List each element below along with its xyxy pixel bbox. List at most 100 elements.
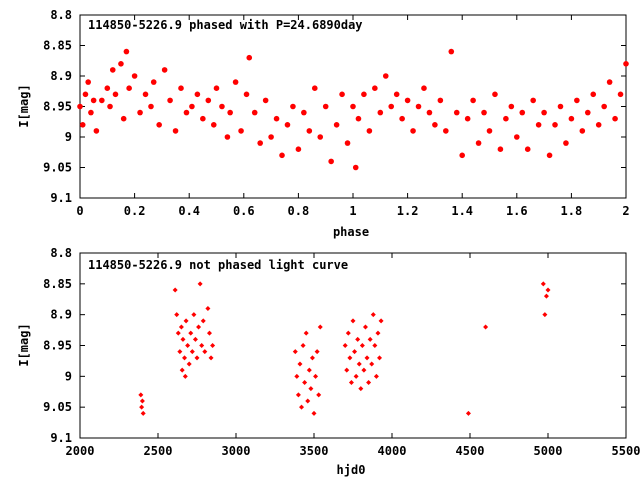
chart-title: 114850-5226.9 phased with P=24.6890day: [88, 18, 363, 32]
y-tick-label: 8.85: [43, 39, 72, 53]
x-tick-label: 0.6: [233, 204, 255, 218]
data-point: [178, 85, 184, 91]
data-point: [90, 97, 97, 104]
data-point: [367, 336, 373, 342]
data-point: [348, 380, 354, 385]
data-point: [303, 330, 309, 336]
data-point: [369, 361, 375, 367]
data-point: [328, 158, 334, 165]
data-point: [314, 349, 320, 355]
data-point: [359, 343, 365, 348]
data-point: [557, 103, 564, 110]
data-point: [194, 355, 200, 361]
x-tick-label: 1: [349, 204, 356, 218]
data-point: [118, 61, 124, 67]
data-point: [131, 73, 138, 79]
data-point: [342, 343, 348, 348]
data-point: [302, 380, 308, 385]
y-tick-label: 9.1: [50, 191, 72, 205]
data-point: [175, 330, 181, 336]
data-point: [205, 97, 212, 104]
data-point: [545, 287, 551, 293]
tick-group: 2000 2500 3000 3500 4000 4500 5000 5500 8.8 8.85 8…: [43, 246, 640, 458]
data-point: [246, 54, 253, 61]
data-point: [353, 373, 359, 379]
data-point: [530, 97, 536, 104]
data-point: [208, 355, 214, 361]
data-point: [483, 324, 489, 330]
data-point: [243, 91, 250, 98]
x-tick-label: 3000: [222, 444, 251, 458]
y-axis-label: I[mag]: [17, 323, 31, 366]
data-point: [364, 355, 370, 361]
x-tick-label: 0.4: [178, 204, 200, 218]
x-axis-label: phase: [333, 225, 369, 239]
data-point: [202, 349, 208, 355]
data-point: [299, 404, 305, 410]
data-point: [372, 343, 378, 348]
data-point: [366, 380, 372, 385]
data-point: [568, 115, 575, 122]
data-point: [410, 128, 416, 134]
data-point: [355, 336, 361, 342]
data-point: [590, 91, 597, 98]
data-point: [358, 386, 364, 392]
data-point: [178, 324, 184, 330]
data-point: [475, 140, 482, 146]
x-tick-label: 2500: [144, 444, 173, 458]
data-point: [415, 103, 422, 110]
x-tick-label: 4500: [456, 444, 485, 458]
data-point: [355, 115, 362, 122]
data-point: [470, 97, 476, 104]
data-point: [294, 373, 300, 379]
data-point: [79, 122, 86, 128]
data-point: [481, 109, 487, 116]
data-point: [361, 91, 367, 98]
data-point: [503, 115, 509, 122]
data-point: [290, 103, 296, 110]
data-point: [104, 85, 111, 91]
data-point: [601, 103, 607, 110]
y-tick-label: 9: [65, 369, 72, 383]
data-point: [206, 330, 212, 336]
data-point: [366, 128, 373, 134]
data-point: [182, 373, 188, 379]
data-point: [183, 109, 190, 116]
data-point: [306, 367, 312, 373]
data-point: [399, 115, 405, 122]
data-point: [311, 85, 318, 91]
data-point: [179, 367, 185, 373]
data-point: [459, 152, 466, 159]
x-tick-label: 5500: [612, 444, 640, 458]
data-point: [232, 79, 239, 85]
data-point: [311, 410, 317, 416]
data-point: [362, 324, 368, 330]
data-point: [492, 91, 498, 98]
data-point: [93, 128, 100, 134]
data-point: [139, 398, 145, 404]
data-point: [372, 85, 378, 91]
data-point: [297, 361, 303, 367]
data-point: [623, 61, 629, 67]
data-point: [77, 103, 83, 110]
data-point: [301, 109, 307, 116]
data-point: [188, 330, 194, 336]
data-point: [308, 386, 314, 392]
x-tick-label: 3500: [300, 444, 329, 458]
data-point: [350, 103, 356, 110]
data-point: [182, 355, 188, 361]
data-point: [189, 349, 195, 355]
data-point: [579, 128, 586, 134]
data-point: [377, 109, 384, 116]
x-tick-label: 5000: [534, 444, 563, 458]
data-point: [426, 109, 433, 116]
y-tick-label: 8.85: [43, 277, 72, 291]
data-point: [210, 343, 216, 348]
data-point: [519, 109, 526, 116]
data-point: [82, 91, 89, 98]
data-point: [382, 73, 389, 79]
data-point: [552, 122, 558, 128]
data-point: [437, 97, 444, 104]
data-point: [300, 343, 306, 348]
